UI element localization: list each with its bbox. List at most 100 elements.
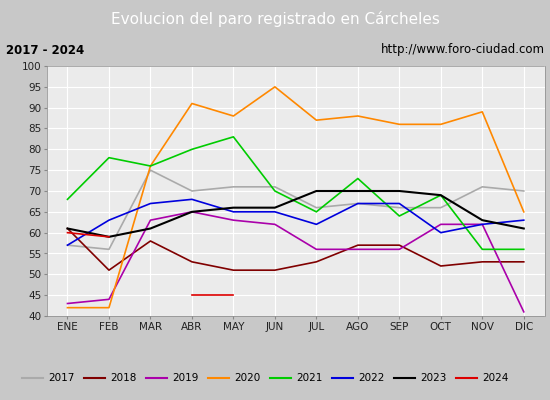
2023 xyxy=(479,218,486,222)
Line: 2017: 2017 xyxy=(68,170,524,249)
Text: 2017: 2017 xyxy=(48,373,75,383)
2020 xyxy=(189,101,195,106)
2017 xyxy=(64,243,71,248)
2023 xyxy=(106,234,112,239)
2019 xyxy=(479,222,486,227)
2019 xyxy=(64,301,71,306)
2021 xyxy=(355,176,361,181)
2017 xyxy=(355,201,361,206)
2021 xyxy=(106,155,112,160)
2018 xyxy=(230,268,236,272)
Text: Evolucion del paro registrado en Cárcheles: Evolucion del paro registrado en Cárchel… xyxy=(111,11,439,27)
Text: 2022: 2022 xyxy=(359,373,385,383)
2017 xyxy=(230,184,236,189)
2023 xyxy=(272,205,278,210)
2017 xyxy=(479,184,486,189)
2018 xyxy=(106,268,112,272)
2019 xyxy=(396,247,403,252)
2020 xyxy=(437,122,444,127)
Line: 2020: 2020 xyxy=(68,87,524,308)
2022 xyxy=(355,201,361,206)
2021 xyxy=(64,197,71,202)
2018 xyxy=(355,243,361,248)
2021 xyxy=(189,147,195,152)
2019 xyxy=(230,218,236,222)
2022 xyxy=(147,201,154,206)
2021 xyxy=(272,188,278,193)
2021 xyxy=(313,210,320,214)
Line: 2018: 2018 xyxy=(68,228,524,270)
2022 xyxy=(437,230,444,235)
2024 xyxy=(64,230,71,235)
2018 xyxy=(313,260,320,264)
2021 xyxy=(437,193,444,198)
2018 xyxy=(272,268,278,272)
2023 xyxy=(230,205,236,210)
2018 xyxy=(396,243,403,248)
2017 xyxy=(272,184,278,189)
Line: 2023: 2023 xyxy=(68,191,524,237)
2023 xyxy=(355,188,361,193)
2022 xyxy=(520,218,527,222)
2019 xyxy=(272,222,278,227)
2022 xyxy=(230,210,236,214)
Text: 2019: 2019 xyxy=(173,373,199,383)
2020 xyxy=(64,305,71,310)
2020 xyxy=(272,84,278,89)
Text: 2024: 2024 xyxy=(482,373,509,383)
2023 xyxy=(313,188,320,193)
2021 xyxy=(479,247,486,252)
2017 xyxy=(520,188,527,193)
2019 xyxy=(355,247,361,252)
Text: 2021: 2021 xyxy=(296,373,323,383)
2018 xyxy=(147,238,154,243)
2023 xyxy=(64,226,71,231)
2017 xyxy=(106,247,112,252)
2022 xyxy=(396,201,403,206)
2019 xyxy=(189,210,195,214)
2020 xyxy=(355,114,361,118)
2017 xyxy=(396,205,403,210)
2020 xyxy=(396,122,403,127)
Line: 2019: 2019 xyxy=(68,212,524,312)
2019 xyxy=(520,310,527,314)
2022 xyxy=(313,222,320,227)
Text: 2018: 2018 xyxy=(111,373,137,383)
2020 xyxy=(479,110,486,114)
2021 xyxy=(520,247,527,252)
2018 xyxy=(64,226,71,231)
2020 xyxy=(313,118,320,122)
2022 xyxy=(106,218,112,222)
Text: http://www.foro-ciudad.com: http://www.foro-ciudad.com xyxy=(381,44,544,56)
2023 xyxy=(437,193,444,198)
2021 xyxy=(147,164,154,168)
2020 xyxy=(230,114,236,118)
2021 xyxy=(396,214,403,218)
2019 xyxy=(437,222,444,227)
2018 xyxy=(437,264,444,268)
Line: 2021: 2021 xyxy=(68,137,524,249)
Text: 2017 - 2024: 2017 - 2024 xyxy=(6,44,84,56)
2017 xyxy=(189,188,195,193)
2023 xyxy=(520,226,527,231)
2023 xyxy=(396,188,403,193)
2022 xyxy=(272,210,278,214)
2022 xyxy=(189,197,195,202)
2018 xyxy=(189,260,195,264)
Text: 2023: 2023 xyxy=(421,373,447,383)
2021 xyxy=(230,134,236,139)
2018 xyxy=(520,260,527,264)
2017 xyxy=(147,168,154,172)
2020 xyxy=(520,210,527,214)
2023 xyxy=(147,226,154,231)
2022 xyxy=(64,243,71,248)
Line: 2022: 2022 xyxy=(68,199,524,245)
2020 xyxy=(106,305,112,310)
2024 xyxy=(106,234,112,239)
2022 xyxy=(479,222,486,227)
2020 xyxy=(147,164,154,168)
2017 xyxy=(313,205,320,210)
2023 xyxy=(189,210,195,214)
2018 xyxy=(479,260,486,264)
2019 xyxy=(313,247,320,252)
